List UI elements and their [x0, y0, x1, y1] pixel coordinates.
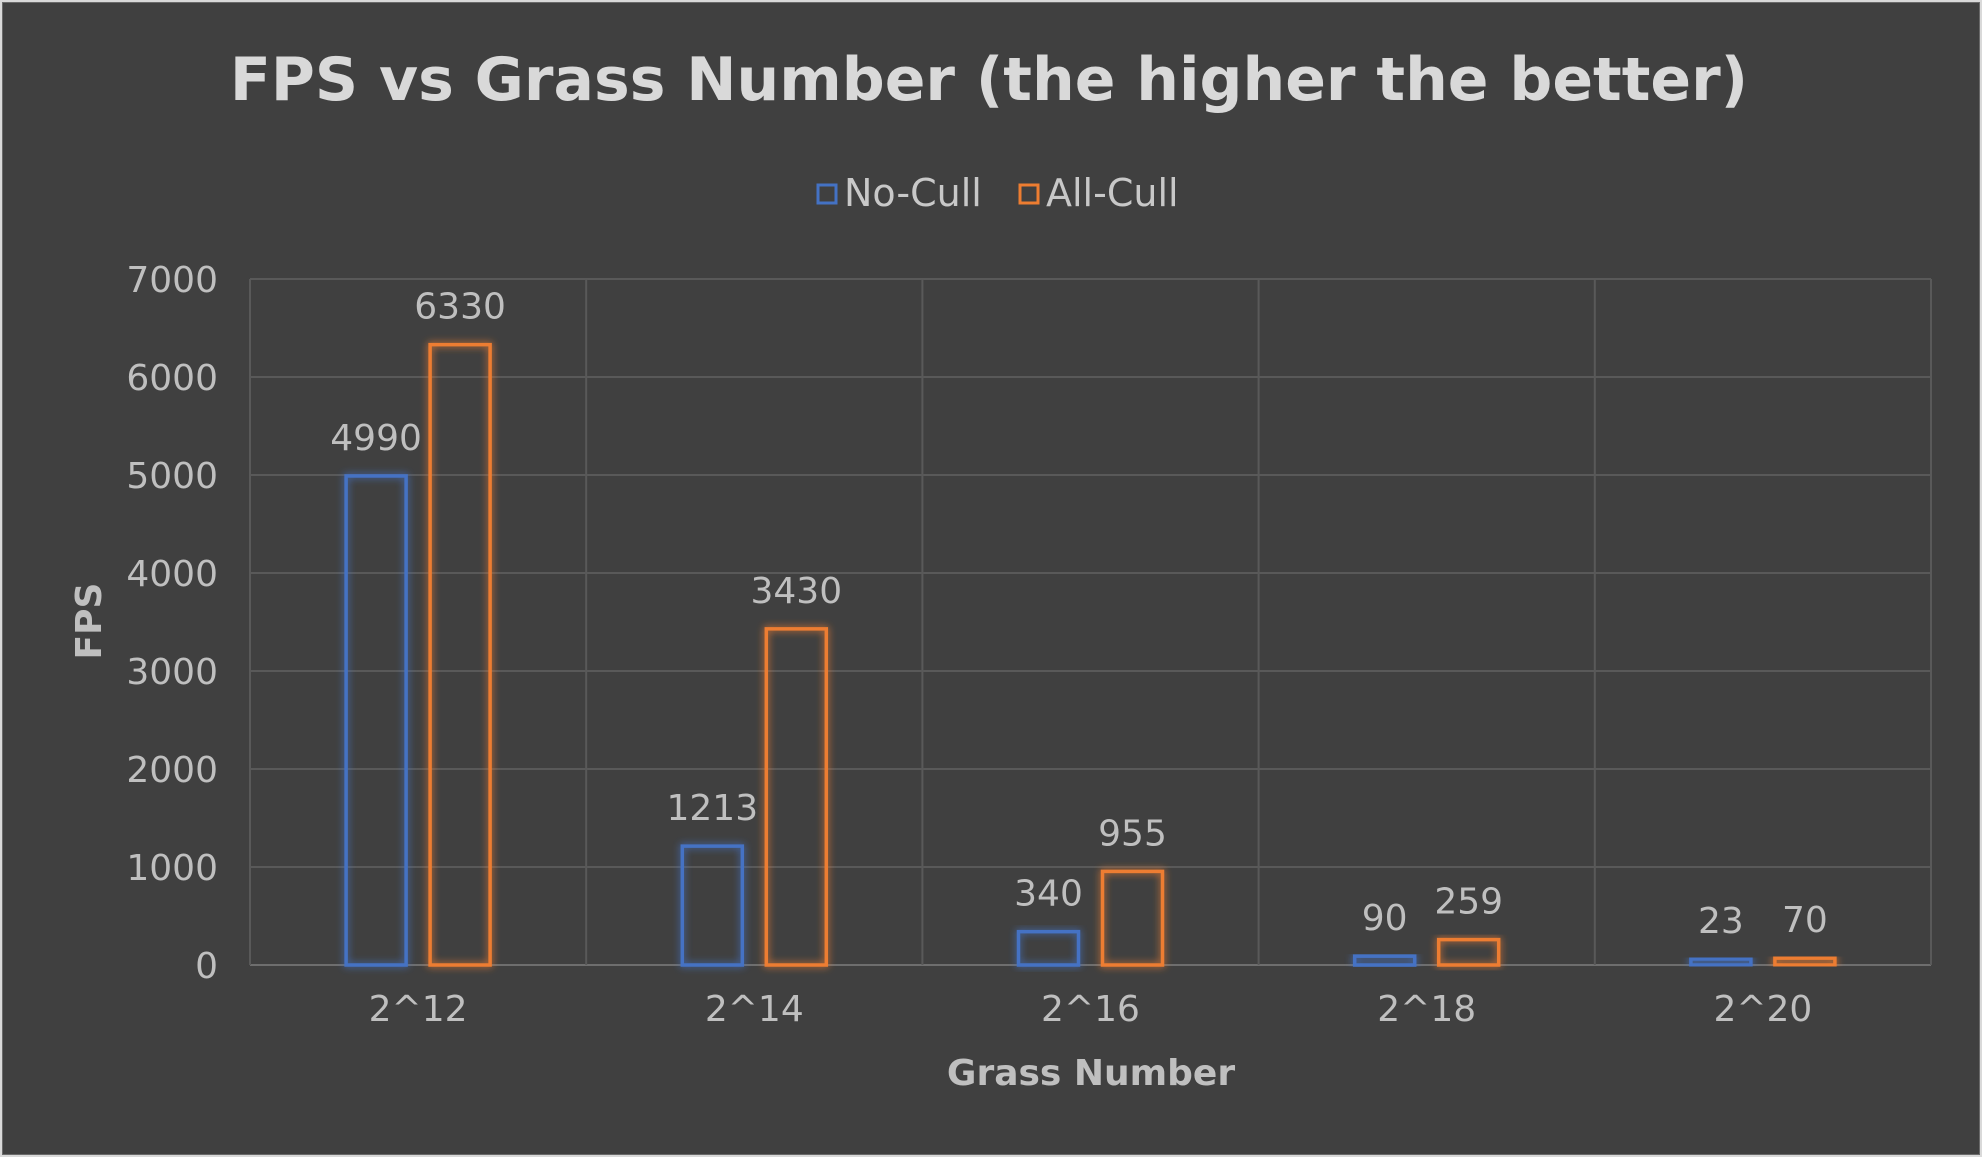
legend-label-all-cull: All-Cull: [1046, 171, 1179, 215]
x-tick-label: 2^20: [1713, 989, 1812, 1030]
data-label: 955: [1098, 813, 1167, 854]
legend-label-no-cull: No-Cull: [844, 171, 982, 215]
x-tick-label: 2^18: [1377, 989, 1476, 1030]
y-axis-title: FPS: [69, 583, 110, 660]
bar-no-cull-2^18: [1352, 954, 1417, 967]
y-tick-label: 5000: [126, 456, 218, 497]
chart-svg: FPS vs Grass Number (the higher the bett…: [69, 45, 1932, 1094]
y-tick-label: 3000: [126, 652, 218, 693]
data-label: 340: [1014, 874, 1083, 915]
bar-no-cull-2^14: [680, 844, 745, 967]
bar-no-cull-2^20: [1689, 957, 1753, 967]
bar-all-cull-2^12: [428, 342, 492, 967]
chart-title: FPS vs Grass Number (the higher the bett…: [230, 45, 1748, 115]
bar-all-cull-2^18: [1436, 937, 1501, 967]
plot-area: 0 1000 2000 3000 4000 5000 6000 7000 4990 6330 2^1…: [126, 260, 1932, 1030]
x-tick-label: 2^12: [369, 989, 468, 1030]
data-label: 23: [1698, 901, 1744, 942]
x-tick-label: 2^14: [705, 989, 804, 1030]
legend-swatch-no-cull: [816, 183, 838, 205]
y-tick-label: 2000: [126, 750, 218, 791]
data-label: 90: [1362, 898, 1408, 939]
y-tick-label: 7000: [126, 260, 218, 301]
y-tick-label: 6000: [126, 358, 218, 399]
bar-no-cull-2^12: [344, 474, 408, 967]
legend-swatch-all-cull: [1018, 183, 1040, 205]
data-label: 4990: [330, 418, 422, 459]
y-tick-label: 1000: [126, 848, 218, 889]
bar-all-cull-2^14: [764, 627, 829, 967]
y-tick-label: 0: [195, 946, 218, 987]
legend: No-Cull All-Cull: [816, 171, 1179, 215]
x-tick-label: 2^16: [1041, 989, 1140, 1030]
y-tick-label: 4000: [126, 554, 218, 595]
bar-all-cull-2^20: [1773, 956, 1837, 967]
bar-no-cull-2^16: [1016, 929, 1081, 967]
data-label: 1213: [666, 788, 758, 829]
data-label: 6330: [414, 287, 506, 328]
data-label: 259: [1434, 882, 1503, 923]
data-label: 3430: [750, 571, 842, 612]
bar-all-cull-2^16: [1100, 869, 1165, 967]
x-axis-title: Grass Number: [947, 1053, 1235, 1094]
data-label: 70: [1782, 900, 1828, 941]
